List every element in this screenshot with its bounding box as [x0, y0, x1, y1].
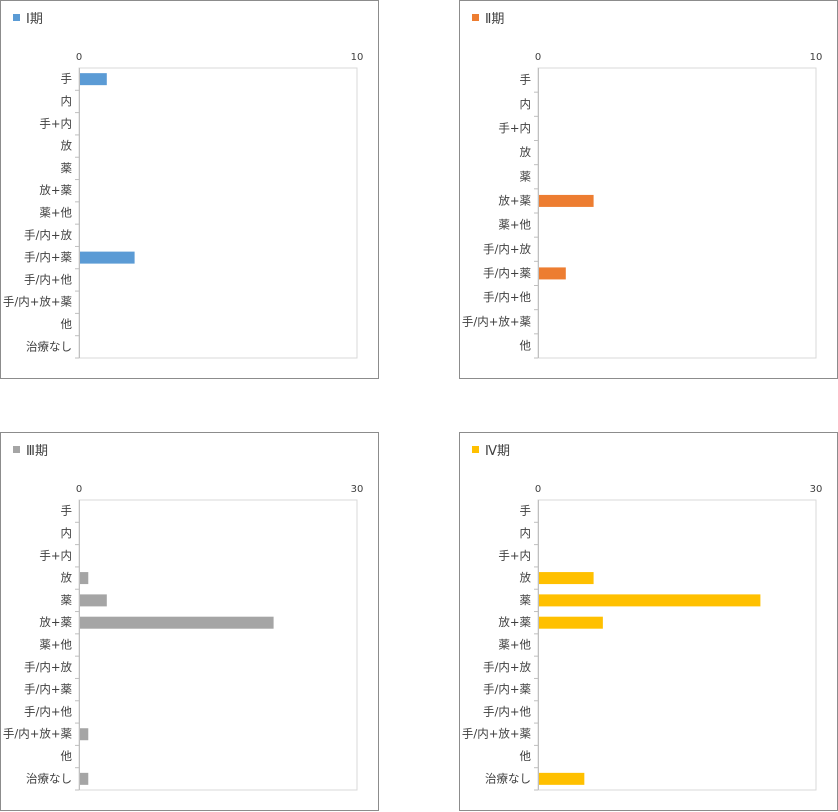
- bar: [539, 616, 603, 629]
- category-label: 治療なし: [26, 339, 72, 353]
- category-label: 薬+他: [39, 638, 72, 652]
- x-tick-label: 0: [535, 484, 541, 495]
- x-tick-label: 0: [76, 484, 82, 495]
- category-label: 放+薬: [498, 615, 531, 629]
- category-label: 放: [61, 571, 73, 585]
- chart-panel-stage-4: Ⅳ期 0 30 手内手+内放薬放+薬薬+他手/内+放手/内+薬手/内+他手/内+放+…: [459, 432, 838, 811]
- category-label: 他: [61, 317, 73, 331]
- category-label: 他: [61, 749, 73, 763]
- x-tick-label: 0: [76, 52, 82, 63]
- category-label: 放+薬: [39, 183, 72, 197]
- legend-swatch: [13, 446, 20, 453]
- category-label: 手/内+他: [483, 290, 532, 304]
- category-label: 治療なし: [26, 771, 72, 785]
- category-label: 放: [520, 571, 532, 585]
- category-label: 薬: [520, 169, 532, 183]
- category-label: 手/内+放: [483, 242, 532, 256]
- bar: [80, 73, 107, 86]
- category-label: 他: [520, 749, 532, 763]
- bar: [539, 772, 585, 785]
- plot-area: [78, 499, 358, 791]
- category-label: 手/内+他: [24, 704, 73, 718]
- x-tick-label: 30: [810, 484, 823, 495]
- category-label: 内: [61, 526, 73, 540]
- category-label: 薬+他: [498, 638, 531, 652]
- category-label: 手/内+放: [483, 660, 532, 674]
- bar: [80, 251, 135, 264]
- legend: Ⅱ期: [472, 8, 504, 27]
- bar-chart-stage-3: 0 30 手内手+内放薬放+薬薬+他手/内+放手/内+薬手/内+他手/内+放+薬他治…: [3, 484, 364, 791]
- category-label: 薬+他: [498, 218, 531, 232]
- category-label: 手+内: [39, 116, 72, 130]
- legend-swatch: [13, 14, 20, 21]
- category-label: 手/内+他: [24, 272, 73, 286]
- bar: [80, 616, 274, 629]
- plot-area: [537, 67, 817, 359]
- category-label: 治療なし: [485, 771, 531, 785]
- legend: Ⅰ期: [13, 8, 43, 27]
- chart-panel-stage-2: Ⅱ期 0 10 手内手+内放薬放+薬薬+他手/内+放手/内+薬手/内+他手/内+放+…: [459, 0, 838, 379]
- category-label: 手/内+放+薬: [3, 727, 73, 741]
- legend: Ⅳ期: [472, 440, 510, 459]
- category-label: 薬: [61, 593, 73, 607]
- chart-panel-stage-1: Ⅰ期 0 10 手内手+内放薬放+薬薬+他手/内+放手/内+薬手/内+他手/内+放+…: [0, 0, 379, 379]
- category-label: 手+内: [39, 548, 72, 562]
- legend-label: Ⅱ期: [485, 12, 505, 27]
- category-label: 薬+他: [39, 206, 72, 220]
- category-label: 放: [61, 139, 73, 153]
- x-tick-label: 0: [535, 52, 541, 63]
- category-label: 手: [61, 504, 73, 518]
- category-label: 薬: [520, 593, 532, 607]
- bar: [539, 594, 761, 607]
- category-label: 手/内+放+薬: [3, 295, 73, 309]
- bar-chart-stage-1: 0 10 手内手+内放薬放+薬薬+他手/内+放手/内+薬手/内+他手/内+放+薬他治…: [3, 52, 364, 359]
- plot-area: [78, 67, 358, 359]
- x-tick-label: 10: [351, 52, 364, 63]
- bar: [80, 772, 89, 785]
- category-label: 手+内: [498, 548, 531, 562]
- legend-label: Ⅲ期: [26, 444, 48, 459]
- category-label: 手/内+他: [483, 704, 532, 718]
- bar-chart-stage-4: 0 30 手内手+内放薬放+薬薬+他手/内+放手/内+薬手/内+他手/内+放+薬他治…: [462, 484, 823, 791]
- category-label: 手: [520, 73, 532, 87]
- category-label: 手/内+薬: [483, 266, 532, 280]
- category-label: 手/内+放: [24, 660, 73, 674]
- category-label: 他: [520, 338, 532, 352]
- bar: [80, 594, 107, 607]
- category-label: 手/内+放+薬: [462, 314, 532, 328]
- category-label: 放+薬: [498, 193, 531, 207]
- category-label: 手: [520, 504, 532, 518]
- legend-label: Ⅰ期: [26, 12, 43, 27]
- bar: [539, 194, 594, 207]
- bar: [539, 267, 566, 280]
- chart-panel-stage-3: Ⅲ期 0 30 手内手+内放薬放+薬薬+他手/内+放手/内+薬手/内+他手/内+放+…: [0, 432, 379, 811]
- category-label: 手/内+薬: [24, 682, 73, 696]
- category-label: 手+内: [498, 121, 531, 135]
- category-label: 手/内+放+薬: [462, 727, 532, 741]
- legend-swatch: [472, 446, 479, 453]
- category-label: 手/内+薬: [24, 250, 73, 264]
- category-label: 内: [520, 526, 532, 540]
- category-label: 薬: [61, 161, 73, 175]
- category-label: 内: [61, 94, 73, 108]
- x-tick-label: 30: [351, 484, 364, 495]
- legend-swatch: [472, 14, 479, 21]
- category-label: 内: [520, 97, 532, 111]
- legend: Ⅲ期: [13, 440, 48, 459]
- bar: [80, 728, 89, 741]
- category-label: 手: [61, 72, 73, 86]
- legend-label: Ⅳ期: [485, 444, 510, 459]
- plot-area: [537, 499, 817, 791]
- bar: [80, 572, 89, 585]
- x-tick-label: 10: [810, 52, 823, 63]
- category-label: 放+薬: [39, 615, 72, 629]
- category-label: 手/内+放: [24, 228, 73, 242]
- category-label: 手/内+薬: [483, 682, 532, 696]
- category-label: 放: [520, 145, 532, 159]
- bar: [539, 572, 594, 585]
